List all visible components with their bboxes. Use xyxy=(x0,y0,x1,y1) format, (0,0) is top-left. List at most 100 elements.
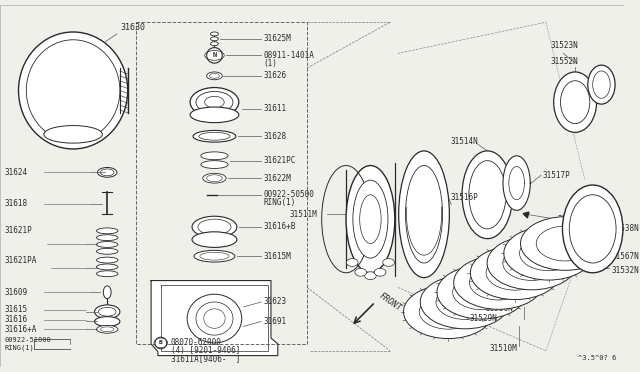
Ellipse shape xyxy=(198,219,231,235)
Ellipse shape xyxy=(192,216,237,238)
Text: 31624: 31624 xyxy=(5,168,28,177)
Text: 31516P: 31516P xyxy=(451,193,478,202)
Text: 08070-62000: 08070-62000 xyxy=(171,339,221,347)
Ellipse shape xyxy=(469,265,527,300)
Ellipse shape xyxy=(194,250,235,262)
Ellipse shape xyxy=(503,246,561,280)
Text: 31552N: 31552N xyxy=(551,57,579,66)
Ellipse shape xyxy=(462,151,513,239)
Text: 31630: 31630 xyxy=(120,23,145,32)
Ellipse shape xyxy=(563,185,623,273)
Text: 31521N: 31521N xyxy=(557,215,586,224)
Text: 31510M: 31510M xyxy=(490,344,517,353)
Text: 31623: 31623 xyxy=(263,298,286,307)
Ellipse shape xyxy=(26,40,120,141)
Ellipse shape xyxy=(201,152,228,160)
Ellipse shape xyxy=(190,87,239,117)
Ellipse shape xyxy=(346,259,358,266)
Text: 08911-1401A: 08911-1401A xyxy=(263,51,314,60)
Ellipse shape xyxy=(211,37,218,41)
Ellipse shape xyxy=(19,32,128,149)
Text: 31567N: 31567N xyxy=(611,252,639,261)
Ellipse shape xyxy=(154,338,168,348)
Text: 31536N: 31536N xyxy=(486,304,513,313)
Text: 31529N: 31529N xyxy=(470,314,497,323)
Ellipse shape xyxy=(205,96,224,108)
Text: (4) [9201-9406]: (4) [9201-9406] xyxy=(171,346,240,355)
Ellipse shape xyxy=(383,259,394,266)
Ellipse shape xyxy=(353,180,388,258)
Ellipse shape xyxy=(193,131,236,142)
Text: 31691: 31691 xyxy=(263,317,286,326)
Text: 31625M: 31625M xyxy=(263,34,291,43)
Ellipse shape xyxy=(203,173,226,183)
Ellipse shape xyxy=(561,81,589,124)
Ellipse shape xyxy=(192,232,237,247)
Ellipse shape xyxy=(406,166,442,263)
Ellipse shape xyxy=(44,126,102,143)
Ellipse shape xyxy=(97,257,118,263)
Text: 31523N: 31523N xyxy=(551,41,579,50)
Ellipse shape xyxy=(569,195,616,263)
Ellipse shape xyxy=(190,107,239,123)
Text: 31616: 31616 xyxy=(5,315,28,324)
Ellipse shape xyxy=(199,132,230,140)
Ellipse shape xyxy=(420,275,510,329)
Ellipse shape xyxy=(207,72,222,80)
Ellipse shape xyxy=(346,166,395,273)
Ellipse shape xyxy=(504,227,593,280)
Text: 31622M: 31622M xyxy=(263,174,291,183)
Text: 31621PC: 31621PC xyxy=(263,156,296,165)
Ellipse shape xyxy=(470,246,560,299)
Ellipse shape xyxy=(486,255,545,290)
Ellipse shape xyxy=(469,161,506,229)
Ellipse shape xyxy=(200,252,229,260)
Text: 31514N: 31514N xyxy=(451,137,478,146)
Ellipse shape xyxy=(201,161,228,169)
Ellipse shape xyxy=(374,268,386,276)
Text: 31532N: 31532N xyxy=(611,266,639,275)
Polygon shape xyxy=(503,156,531,210)
Bar xyxy=(310,10,617,356)
Text: B: B xyxy=(159,340,163,346)
Ellipse shape xyxy=(452,275,511,310)
Text: 31615M: 31615M xyxy=(263,252,291,261)
Text: (1): (1) xyxy=(263,59,277,68)
Ellipse shape xyxy=(593,71,610,98)
Ellipse shape xyxy=(355,268,367,276)
Text: 31621PA: 31621PA xyxy=(5,256,37,264)
Ellipse shape xyxy=(399,151,449,278)
Ellipse shape xyxy=(207,175,222,182)
Ellipse shape xyxy=(487,236,577,290)
Text: 31628: 31628 xyxy=(263,132,286,141)
Ellipse shape xyxy=(588,65,615,104)
Ellipse shape xyxy=(187,294,242,343)
Ellipse shape xyxy=(100,327,114,332)
Ellipse shape xyxy=(97,235,118,241)
Text: 31536N: 31536N xyxy=(510,285,538,294)
Text: 31616+A: 31616+A xyxy=(5,325,37,334)
Text: 31615: 31615 xyxy=(5,305,28,314)
Ellipse shape xyxy=(196,92,233,113)
Text: 31517P: 31517P xyxy=(543,171,571,180)
Ellipse shape xyxy=(95,305,120,318)
Ellipse shape xyxy=(554,72,596,132)
Bar xyxy=(136,22,307,344)
Text: 31511M: 31511M xyxy=(289,210,317,219)
Text: ^3.5^0? 6: ^3.5^0? 6 xyxy=(578,355,616,360)
Ellipse shape xyxy=(360,195,381,244)
Text: 00922-51000
RING(1): 00922-51000 RING(1) xyxy=(5,337,52,351)
Text: RING(1): RING(1) xyxy=(263,198,296,207)
Ellipse shape xyxy=(536,226,595,261)
Ellipse shape xyxy=(97,167,117,177)
Text: 31621P: 31621P xyxy=(5,226,33,235)
Ellipse shape xyxy=(209,73,220,78)
Ellipse shape xyxy=(97,228,118,234)
Ellipse shape xyxy=(419,294,477,329)
Text: 31611: 31611 xyxy=(263,105,286,113)
Text: 31616+B: 31616+B xyxy=(263,222,296,231)
Ellipse shape xyxy=(97,271,118,277)
Ellipse shape xyxy=(520,236,578,271)
Ellipse shape xyxy=(204,309,225,328)
Ellipse shape xyxy=(97,248,118,254)
